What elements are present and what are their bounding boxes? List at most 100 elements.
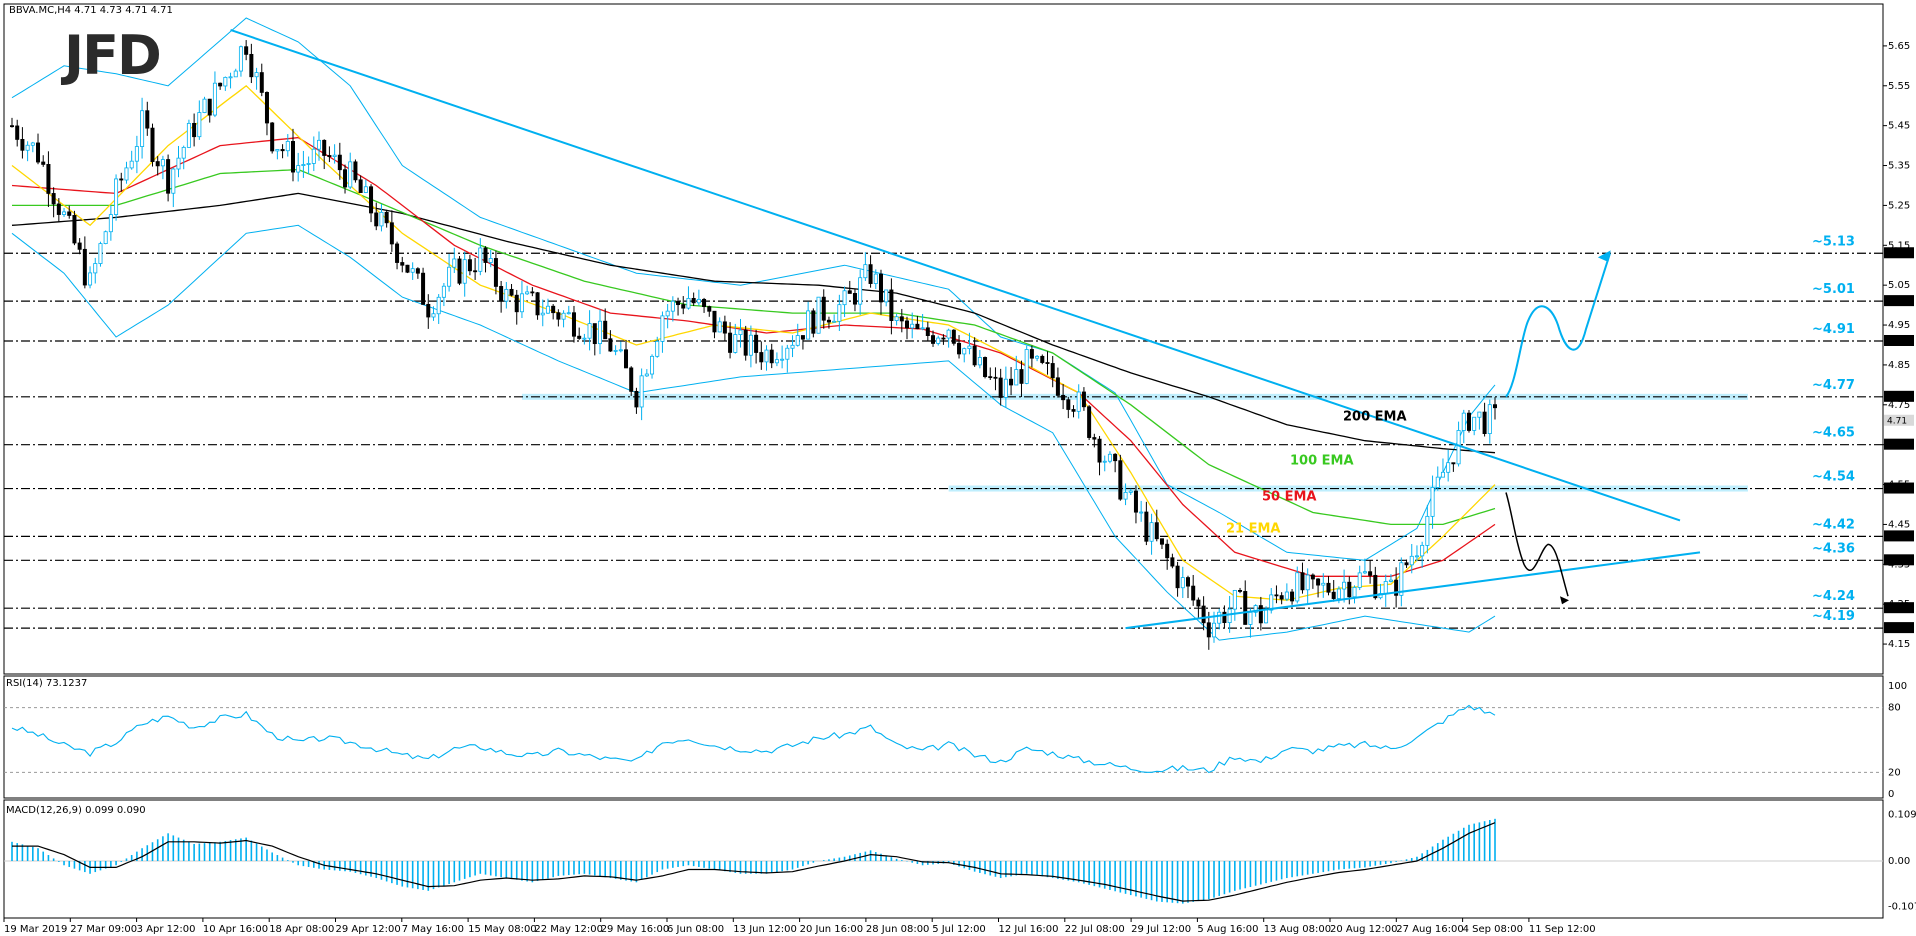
candle-bull (285, 141, 290, 152)
price-tag-box (1884, 482, 1914, 494)
candle-bear (1066, 399, 1071, 410)
candle-bear (592, 323, 597, 345)
candle-bear (811, 310, 816, 334)
price-tag-box (1884, 530, 1914, 542)
candle-bull (296, 165, 301, 173)
candle-bear (1081, 391, 1086, 408)
candle-bull (936, 337, 941, 344)
candle-bull (894, 316, 899, 321)
candle-bull (301, 164, 306, 166)
candle-bear (384, 211, 389, 224)
candle-bull (962, 348, 967, 355)
candle-bear (847, 290, 852, 294)
time-axis: 19 Mar 2019 27 Mar 09:00 3 Apr 12:00 10 Apr… (3, 918, 1596, 935)
candle-bear (769, 349, 774, 364)
price-tag-4.91: 4.91 (1887, 337, 1907, 347)
bearish-scenario-arrow (1505, 492, 1569, 597)
price-tag-box (1884, 554, 1914, 566)
candle-bear (358, 179, 363, 193)
time-tick-label: 5 Aug 16:00 (1197, 924, 1258, 935)
level-lines (4, 252, 1883, 629)
candle-bull (98, 243, 103, 264)
candle-bear (20, 139, 25, 151)
time-tick-label: 22 Jul 08:00 (1065, 924, 1125, 935)
bollinger-upper (11, 17, 1496, 561)
candle-bear (514, 294, 519, 313)
candle-bull (1388, 579, 1393, 582)
candle-bear (1238, 590, 1243, 592)
candle-bull (176, 157, 181, 170)
candle-bull (1264, 609, 1269, 624)
candle-bear (327, 155, 332, 158)
candle-bull (103, 231, 108, 245)
candle-bear (415, 268, 420, 274)
candle-bull (717, 321, 722, 333)
level-label-4: ~4.65 (1812, 426, 1855, 441)
bearish-arrow-head (1560, 596, 1569, 605)
level-label-2: ~4.91 (1812, 322, 1855, 337)
price-tick-label: 5.45 (1888, 121, 1910, 132)
price-tick-label: 4.95 (1888, 320, 1910, 331)
price-tag-5.13: 5.13 (1887, 249, 1907, 259)
candle-bear (676, 300, 681, 306)
level-label-5: ~4.54 (1812, 470, 1855, 485)
candle-bear (1201, 605, 1206, 624)
candle-bear (1071, 409, 1076, 412)
price-tag-box (1884, 390, 1914, 402)
candle-bull (806, 310, 811, 340)
candle-bull (1217, 611, 1222, 624)
candle-bear (535, 292, 540, 316)
ema21-label: 21 EMA (1226, 521, 1281, 536)
candle-bull (764, 349, 769, 363)
candle-bear (1274, 594, 1279, 597)
candle-bull (1139, 511, 1144, 514)
candle-bull (447, 266, 452, 287)
candle-bear (1394, 579, 1399, 596)
candle-bear (1154, 522, 1159, 540)
candle-bull (582, 337, 587, 340)
candle-bear (608, 338, 613, 352)
bullish-scenario-arrow (1505, 252, 1611, 398)
candle-bear (1206, 622, 1211, 638)
candle-bear (56, 203, 61, 215)
candle-bear (759, 352, 764, 363)
candle-bull (1357, 572, 1362, 588)
candle-bull (25, 144, 30, 151)
candle-bear (702, 298, 707, 308)
candle-bear (925, 327, 930, 336)
candle-bear (993, 376, 998, 379)
candle-bear (1029, 349, 1034, 359)
candle-bear (868, 264, 873, 284)
time-tick-label: 29 May 16:00 (601, 924, 670, 935)
candle-bull (1305, 574, 1310, 591)
candle-bull (181, 146, 186, 159)
candle-bull (1472, 416, 1477, 431)
candle-bull (774, 359, 779, 364)
candle-bull (129, 160, 134, 169)
candle-bear (551, 305, 556, 314)
ema50-label: 50 EMA (1262, 490, 1317, 505)
candle-bull (1420, 544, 1425, 557)
candle-bear (821, 296, 826, 321)
candle-bull (30, 142, 35, 146)
candle-bear (629, 367, 634, 392)
candle-bull (134, 146, 139, 162)
candle-bear (353, 161, 358, 181)
candle-bear (577, 335, 582, 339)
candle-bear (1087, 406, 1092, 438)
candle-bear (322, 139, 327, 156)
candle-bull (93, 263, 98, 274)
candle-bear (1045, 362, 1050, 364)
level-label-6: ~4.42 (1812, 517, 1855, 532)
candle-bull (1248, 611, 1253, 625)
time-tick-label: 7 May 16:00 (402, 924, 464, 935)
candle-bear (1310, 574, 1315, 580)
candle-bear (1347, 581, 1352, 598)
ema100-label: 100 EMA (1290, 454, 1354, 469)
candle-bear (743, 329, 748, 356)
candle-bull (348, 161, 353, 188)
candle-bear (1191, 585, 1196, 601)
candle-bear (343, 169, 348, 188)
candle-bull (171, 168, 176, 194)
candle-bull (462, 259, 467, 284)
